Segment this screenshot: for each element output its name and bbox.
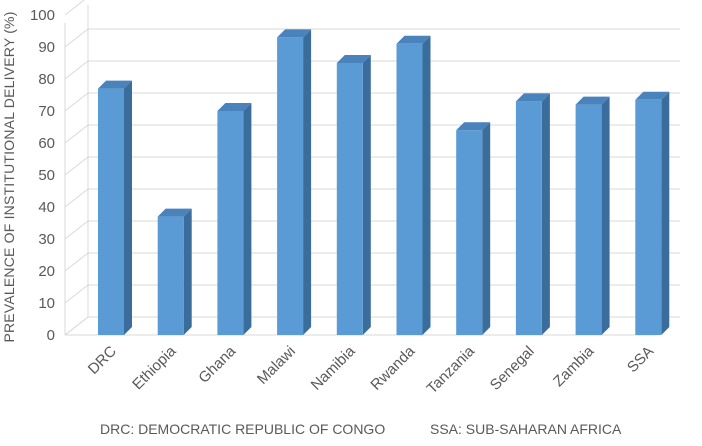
bar [575, 96, 610, 335]
x-axis-ticks: DRC Ethiopia Ghana Malawi Namibia Rwanda Tanza… [85, 342, 657, 397]
bar [277, 29, 312, 336]
gridline [64, 28, 680, 48]
y-tick-label: 70 [38, 103, 55, 120]
bar [456, 122, 491, 335]
bar [217, 103, 252, 335]
y-axis-label: PREVALENCE OF INSTITUTIONAL DELIVERY (%) [1, 11, 17, 342]
x-tick-label: Zambia [550, 342, 598, 390]
y-tick-label: 10 [38, 295, 55, 312]
x-tick-label: Rwanda [367, 342, 418, 393]
bar [635, 91, 670, 335]
bar [396, 35, 431, 336]
x-tick-label: Tanzania [424, 342, 479, 397]
y-tick-label: 80 [38, 71, 55, 88]
x-tick-label: Ethiopia [129, 342, 180, 393]
bars [98, 29, 670, 336]
bar [515, 93, 550, 336]
x-tick-label: Senegal [487, 343, 538, 394]
x-tick-label: Malawi [254, 343, 299, 388]
x-tick-label: Namibia [308, 342, 359, 393]
y-tick-label: 90 [38, 39, 55, 56]
gridline [64, 92, 680, 112]
footnote-drc: DRC: DEMOCRATIC REPUBLIC OF CONGO [100, 421, 386, 437]
y-tick-label: 30 [38, 231, 55, 248]
y-tick-label: 20 [38, 263, 55, 280]
y-tick-label: 0 [47, 327, 55, 344]
x-tick-label: DRC [85, 343, 120, 378]
gridline [64, 0, 85, 16]
y-tick-label: 60 [38, 135, 55, 152]
x-tick-label: Ghana [195, 342, 239, 386]
bar [98, 80, 132, 335]
y-axis-ticks: 0 10 20 30 40 50 60 70 80 90 100 [30, 7, 55, 344]
bar [157, 208, 192, 335]
y-tick-label: 100 [30, 7, 55, 24]
footnote-ssa: SSA: SUB-SAHARAN AFRICA [430, 421, 622, 437]
y-tick-label: 50 [38, 167, 55, 184]
bar [336, 55, 371, 335]
y-tick-label: 40 [38, 199, 55, 216]
gridline [64, 60, 680, 80]
x-tick-label: SSA [624, 343, 657, 376]
